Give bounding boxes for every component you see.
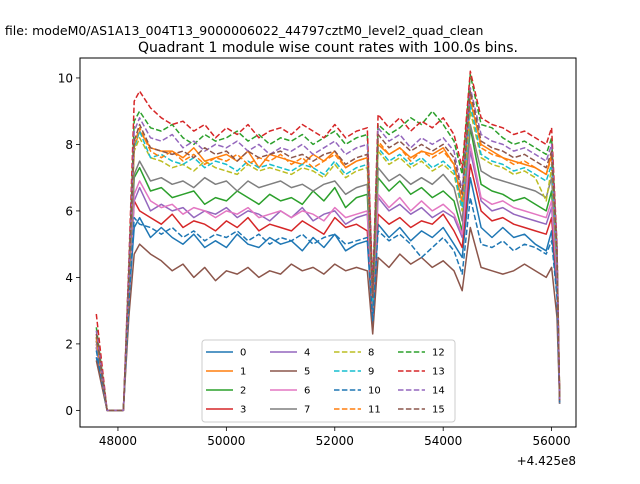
legend-label-1: 1 [240,367,246,378]
x-tick-label: 52000 [316,434,354,448]
series-line-3 [95,163,561,412]
series-line-0 [95,176,561,412]
legend-label-6: 6 [304,386,310,397]
legend-label-0: 0 [240,348,246,359]
y-tick-label: 4 [65,271,73,285]
y-tick-label: 6 [65,204,73,218]
legend-label-9: 9 [368,367,374,378]
y-tick-label: 0 [65,404,73,418]
legend-label-12: 12 [432,348,445,359]
legend-label-7: 7 [304,405,310,416]
x-tick-label: 54000 [424,434,462,448]
legend-box [201,339,456,423]
legend-label-2: 2 [240,386,246,397]
series-line-7 [95,123,561,412]
legend-label-11: 11 [368,405,381,416]
figure-suptitle: n file: modeM0/AS1A13_004T13_9000006022_… [0,23,483,38]
y-tick-label: 10 [58,71,73,85]
legend-label-14: 14 [432,386,445,397]
y-tick-label: 8 [65,138,73,152]
series-line-13 [95,70,561,412]
legend-label-15: 15 [432,405,445,416]
x-offset-label: +4.425e8 [517,454,576,468]
series-line-11 [95,93,561,412]
x-tick-label: 50000 [207,434,245,448]
legend-label-4: 4 [304,348,310,359]
series-line-4 [95,150,561,412]
legend-label-8: 8 [368,348,374,359]
x-tick-label: 56000 [533,434,571,448]
series-line-15 [95,90,561,412]
legend-label-5: 5 [304,367,310,378]
series-layer [95,70,561,412]
series-line-6 [95,143,561,412]
series-line-5 [95,226,561,412]
chart-title: Quadrant 1 module wise count rates with … [138,40,518,56]
series-line-14 [95,87,561,412]
plot-frame [79,57,577,428]
series-line-2 [95,127,561,412]
series-line-10 [95,196,561,412]
y-tick-label: 2 [65,337,73,351]
series-line-8 [95,110,561,412]
legend-label-3: 3 [240,405,246,416]
series-line-9 [95,103,561,412]
legend-label-10: 10 [368,386,381,397]
legend-label-13: 13 [432,367,445,378]
series-line-12 [95,73,561,412]
x-tick-label: 48000 [99,434,137,448]
